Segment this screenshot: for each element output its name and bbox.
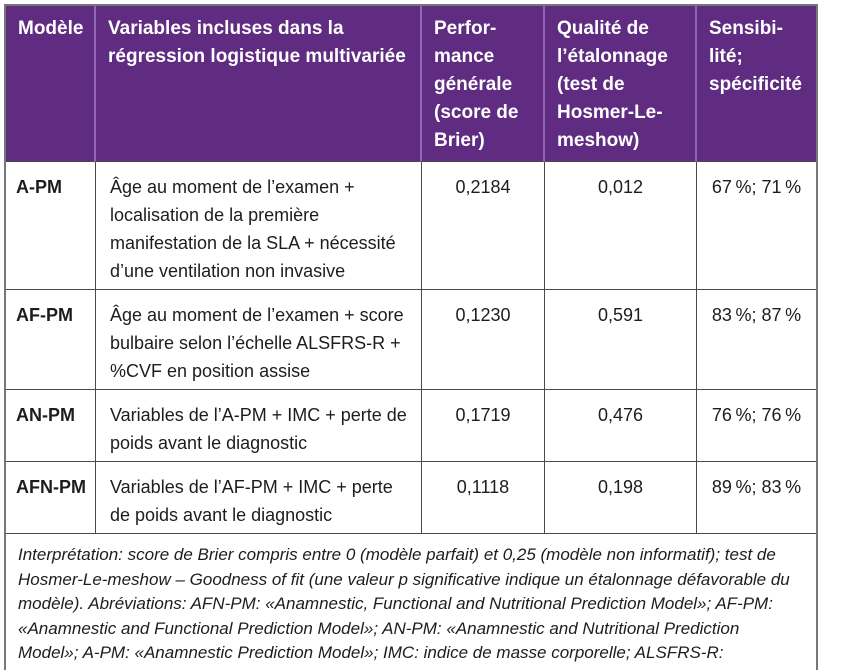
sens-spec-cell: 67 %; 71 % (697, 162, 816, 290)
variables-cell: Âge au moment de l’examen + localisation… (96, 162, 422, 290)
brier-cell: 0,1719 (422, 390, 545, 462)
table-row: AN-PM Variables de l’A-PM + IMC + perte … (6, 390, 816, 462)
model-cell: AFN-PM (6, 462, 96, 534)
table-row: A-PM Âge au moment de l’examen + localis… (6, 162, 816, 290)
sens-spec-cell: 89 %; 83 % (697, 462, 816, 534)
hosmer-cell: 0,198 (545, 462, 697, 534)
table-row: AFN-PM Variables de l’AF-PM + IMC + pert… (6, 462, 816, 534)
brier-cell: 0,2184 (422, 162, 545, 290)
col-header-performance: Perfor-mance générale (score de Brier) (422, 6, 545, 162)
variables-cell: Variables de l’A-PM + IMC + perte de poi… (96, 390, 422, 462)
col-header-variables: Variables incluses dans la régression lo… (96, 6, 422, 162)
header-row: Modèle Variables incluses dans la régres… (6, 6, 816, 162)
variables-cell: Variables de l’AF-PM + IMC + perte de po… (96, 462, 422, 534)
table-row: AF-PM Âge au moment de l’examen + score … (6, 290, 816, 390)
col-header-etalonnage: Qualité de l’étalonnage (test de Hosmer-… (545, 6, 697, 162)
footnote-row: Interprétation: score de Brier compris e… (6, 534, 816, 670)
hosmer-cell: 0,012 (545, 162, 697, 290)
hosmer-cell: 0,476 (545, 390, 697, 462)
col-header-sensibilite: Sensibi-lité; spécificité (697, 6, 816, 162)
sens-spec-cell: 76 %; 76 % (697, 390, 816, 462)
variables-cell: Âge au moment de l’examen + score bulbai… (96, 290, 422, 390)
model-cell: AN-PM (6, 390, 96, 462)
footnote: Interprétation: score de Brier compris e… (18, 545, 790, 670)
model-cell: AF-PM (6, 290, 96, 390)
brier-cell: 0,1118 (422, 462, 545, 534)
hosmer-cell: 0,591 (545, 290, 697, 390)
prediction-models-table: Modèle Variables incluses dans la régres… (4, 4, 818, 670)
brier-cell: 0,1230 (422, 290, 545, 390)
model-cell: A-PM (6, 162, 96, 290)
col-header-modele: Modèle (6, 6, 96, 162)
sens-spec-cell: 83 %; 87 % (697, 290, 816, 390)
